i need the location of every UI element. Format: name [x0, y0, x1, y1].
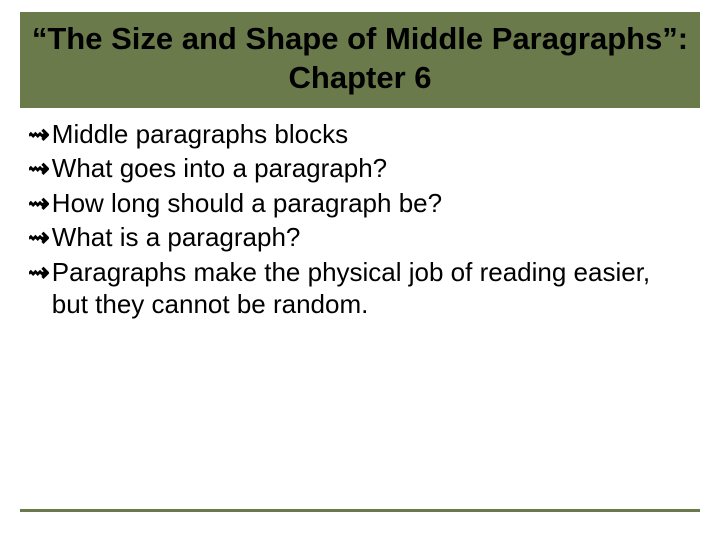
list-item: ⇝ Middle paragraphs blocks — [28, 118, 692, 151]
slide: “The Size and Shape of Middle Paragraphs… — [0, 12, 720, 540]
slide-content: ⇝ Middle paragraphs blocks ⇝ What goes i… — [28, 118, 692, 321]
bullet-icon: ⇝ — [28, 187, 50, 220]
list-item: ⇝ What goes into a paragraph? — [28, 152, 692, 185]
bullet-icon: ⇝ — [28, 152, 50, 185]
slide-title: “The Size and Shape of Middle Paragraphs… — [30, 20, 690, 98]
list-item: ⇝ How long should a paragraph be? — [28, 187, 692, 220]
bullet-icon: ⇝ — [28, 256, 50, 289]
bullet-text: Middle paragraphs blocks — [52, 118, 348, 151]
list-item: ⇝ Paragraphs make the physical job of re… — [28, 256, 692, 321]
bullet-icon: ⇝ — [28, 118, 50, 151]
bullet-text: What goes into a paragraph? — [52, 152, 387, 185]
bullet-text: Paragraphs make the physical job of read… — [52, 256, 692, 321]
footer-divider — [20, 509, 700, 512]
list-item: ⇝ What is a paragraph? — [28, 221, 692, 254]
bullet-text: What is a paragraph? — [52, 221, 301, 254]
title-bar: “The Size and Shape of Middle Paragraphs… — [20, 12, 700, 108]
bullet-text: How long should a paragraph be? — [52, 187, 442, 220]
bullet-icon: ⇝ — [28, 221, 50, 254]
